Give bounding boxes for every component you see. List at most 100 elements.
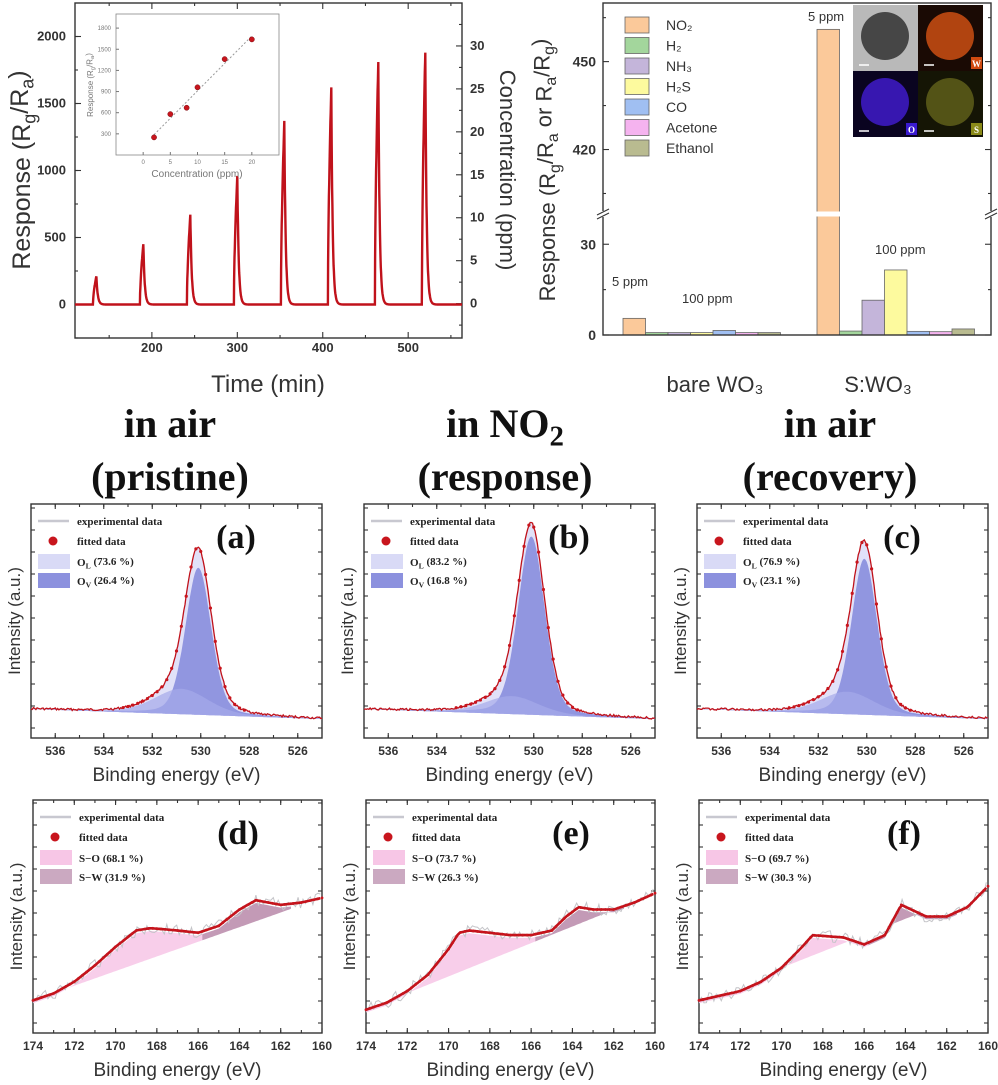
- fitted-data-dot: [899, 702, 903, 706]
- x-tick-label: 526: [288, 744, 308, 758]
- particle-blob: [861, 12, 909, 60]
- fitted-data-dot: [194, 547, 198, 551]
- x-tick-label: 530: [857, 744, 877, 758]
- fitted-data-dot: [176, 929, 179, 932]
- O-L-component-area: [31, 567, 322, 720]
- fitted-data-dot: [533, 932, 537, 936]
- legend-fitted-dot: [381, 536, 391, 546]
- legend-label: OV (23.1 %): [743, 575, 801, 589]
- fitted-data-dot: [147, 927, 151, 930]
- fitted-data-dot: [72, 980, 76, 984]
- fitted-data-dot: [850, 591, 854, 595]
- fitted-data-dot: [364, 1008, 368, 1012]
- inset-y-tick-label: 300: [101, 132, 112, 138]
- bar-6-1: [951, 328, 975, 336]
- concentration-annotation: 5 ppm: [612, 274, 648, 289]
- fitted-data-dot: [56, 989, 60, 993]
- legend-label: fitted data: [79, 832, 128, 844]
- fitted-data-dot: [903, 706, 908, 710]
- fitted-data-dot: [513, 933, 517, 937]
- fitted-data-dot: [512, 614, 516, 618]
- legend-swatch: [38, 554, 70, 569]
- fitted-data-dot: [228, 696, 232, 700]
- fitted-data-dot: [414, 983, 417, 986]
- x-tick-label: 166: [188, 1039, 208, 1053]
- fitted-data-dot: [426, 973, 430, 977]
- fitted-data-dot: [579, 906, 583, 909]
- fitted-data-dot: [833, 935, 837, 939]
- fitted-data-dot: [575, 708, 580, 712]
- fitted-data-dot: [150, 693, 154, 698]
- fitted-data-dot: [320, 896, 324, 900]
- fitted-data-dot: [541, 587, 546, 592]
- fitted-data-dot: [160, 685, 164, 689]
- x-tick-label: 162: [937, 1039, 957, 1053]
- fitted-data-dot: [840, 649, 845, 654]
- subscript: V: [752, 580, 758, 589]
- text-part: O: [743, 576, 752, 588]
- fitted-data-dot: [118, 942, 122, 945]
- x-tick-label: 170: [106, 1039, 126, 1053]
- y-tick-label: 1000: [37, 163, 66, 178]
- x-axis-label: Time (min): [211, 371, 325, 398]
- subscript: g: [541, 46, 558, 55]
- fitted-data-dot: [566, 913, 570, 917]
- fitted-data-dot: [722, 993, 726, 997]
- fitted-data-dot: [780, 966, 783, 970]
- x-tick-label: 500: [397, 340, 419, 355]
- fitted-data-dot: [478, 698, 482, 702]
- fitted-data-dot: [705, 997, 709, 1000]
- fitted-data-dot: [846, 937, 850, 941]
- fitted-data-dot: [121, 705, 125, 710]
- legend-swatch: [624, 139, 650, 157]
- text-part: Response (R: [8, 124, 36, 270]
- inset-y-axis-label: Response (Rg/Ra): [85, 53, 97, 117]
- fitted-data-dot: [171, 928, 175, 932]
- x-tick-label: 160: [978, 1039, 998, 1053]
- text-part: /R: [529, 55, 554, 77]
- fitted-data-dot: [532, 525, 536, 529]
- fitted-data-dot: [238, 908, 241, 911]
- fitted-data-dot: [829, 935, 833, 938]
- fitted-data-dot: [546, 625, 550, 630]
- x-axis-label: Binding energy (eV): [760, 1060, 928, 1081]
- text-part: O: [77, 576, 86, 588]
- fitted-data-dot: [509, 933, 512, 937]
- particle-blob: [926, 78, 974, 126]
- category-label: S:WO₃: [844, 372, 912, 397]
- axis-break-gap: [816, 211, 841, 217]
- fitted-data-dot: [140, 699, 145, 703]
- fitted-data-dot: [537, 550, 541, 554]
- fitted-data-dot: [304, 900, 307, 903]
- fitted-data-dot: [213, 925, 217, 929]
- text-part: (73.6 %): [91, 556, 134, 568]
- x-tick-label: 174: [356, 1039, 376, 1053]
- fitted-data-dot: [776, 969, 779, 972]
- fitted-data-dot: [895, 911, 899, 914]
- legend-label: S−O (69.7 %): [745, 853, 809, 865]
- fitted-data-dot: [517, 933, 521, 937]
- fitted-data-dot: [865, 543, 869, 547]
- fitted-data-dot: [208, 606, 213, 610]
- S-W-component-area: [202, 903, 291, 941]
- text-part: Response (R: [86, 70, 95, 117]
- fitted-data-dot: [385, 1001, 389, 1005]
- panel-label: (d): [217, 815, 259, 852]
- fitted-data-dot: [599, 908, 603, 911]
- fitted-data-dot: [492, 931, 496, 935]
- element-label-box: [971, 57, 982, 69]
- fitted-data-dot: [957, 909, 961, 913]
- fitted-data-dot: [443, 952, 446, 956]
- fitted-data-dot: [134, 929, 138, 932]
- fitted-data-dot: [649, 893, 653, 897]
- text-part: in air: [124, 401, 216, 446]
- inset-y-tick-label: 600: [101, 111, 112, 117]
- legend-swatch: [624, 119, 650, 136]
- fitted-data-dot: [854, 940, 858, 944]
- panel-label: (e): [552, 815, 590, 852]
- x-tick-label: 172: [64, 1039, 84, 1053]
- text-part: (83.2 %): [424, 556, 467, 568]
- y2-tick-label: 25: [470, 81, 484, 96]
- legend-swatch: [624, 78, 650, 95]
- y2-tick-label: 10: [470, 210, 484, 225]
